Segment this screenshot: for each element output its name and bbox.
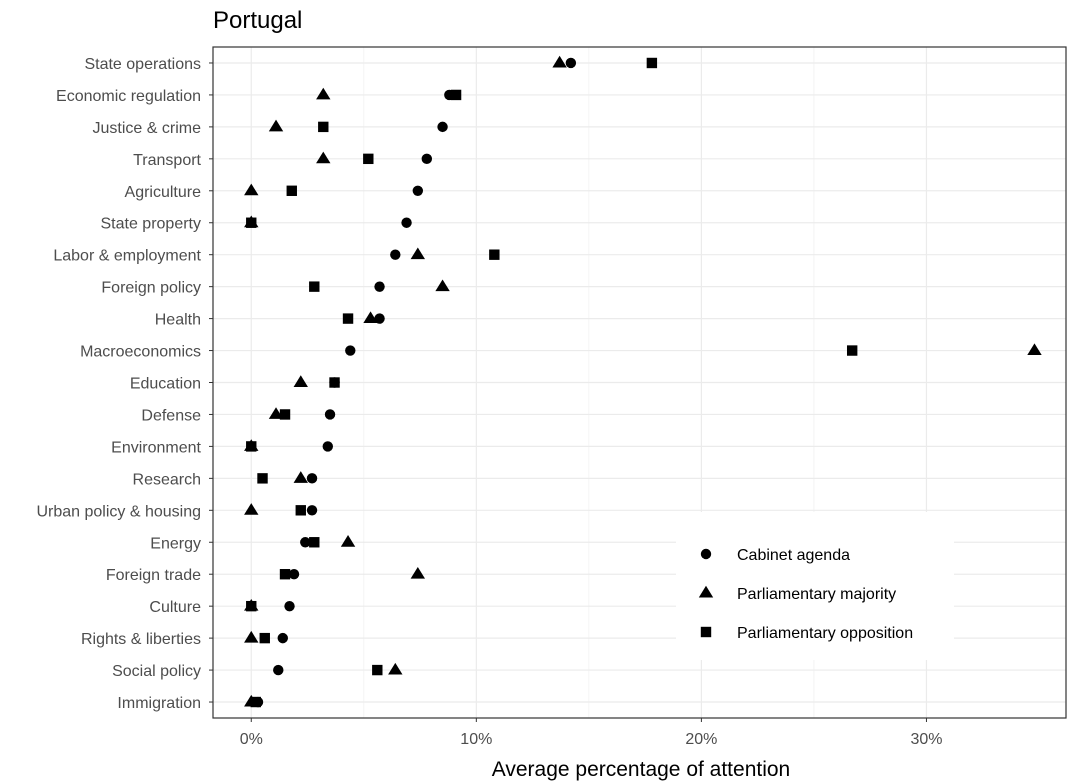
point-circle <box>324 409 336 420</box>
point-square <box>329 377 340 388</box>
point-square <box>246 217 257 228</box>
point-triangle <box>244 503 259 515</box>
point-square <box>246 441 257 452</box>
y-tick-label: Rights & liberties <box>81 631 201 648</box>
y-tick-label: Defense <box>141 407 201 424</box>
point-square <box>295 505 306 516</box>
x-axis-label: Average percentage of attention <box>492 758 791 781</box>
point-triangle <box>268 119 284 132</box>
y-tick-label: Foreign trade <box>106 567 201 584</box>
point-circle <box>345 345 356 356</box>
point-square <box>342 313 354 324</box>
legend-label: Parliamentary opposition <box>737 625 913 642</box>
y-tick-label: Agriculture <box>125 184 202 201</box>
legend: Cabinet agenda Parliamentary majority Parl… <box>676 512 954 660</box>
legend-key-circle <box>700 548 712 560</box>
point-circle <box>277 632 288 644</box>
legend-label: Parliamentary majority <box>737 586 896 603</box>
y-tick-label: Transport <box>133 152 201 169</box>
chart-title: Portugal <box>213 7 302 34</box>
point-circle <box>437 121 448 133</box>
legend-label: Cabinet agenda <box>737 547 850 564</box>
y-tick-label: Foreign policy <box>101 280 201 297</box>
point-square <box>257 473 268 484</box>
y-tick-label: Environment <box>111 439 201 456</box>
y-tick-label: Social policy <box>112 663 201 680</box>
data-points <box>244 55 1042 708</box>
point-triangle <box>410 567 426 579</box>
point-square <box>363 153 374 165</box>
y-tick-label: Labor & employment <box>53 248 201 265</box>
point-square <box>489 249 500 260</box>
x-axis-ticks: 0% 10% 20% 30% <box>240 718 942 748</box>
point-square <box>846 345 858 356</box>
y-tick-label: Energy <box>150 535 201 552</box>
point-triangle <box>316 87 331 100</box>
y-tick-label: State operations <box>84 56 201 73</box>
point-circle <box>306 505 318 516</box>
point-square <box>279 569 291 580</box>
point-circle <box>306 473 318 484</box>
point-triangle <box>244 630 259 643</box>
point-circle <box>300 537 311 548</box>
plot-panel-border <box>212 46 1067 719</box>
y-tick-label: Justice & crime <box>93 120 202 137</box>
point-square <box>318 121 329 133</box>
y-tick-label: Education <box>130 376 201 393</box>
point-square <box>279 409 291 420</box>
point-triangle <box>293 375 308 387</box>
point-circle <box>322 441 333 452</box>
point-circle <box>288 569 300 580</box>
x-tick-label: 0% <box>240 731 263 748</box>
point-square <box>246 600 257 612</box>
point-triangle <box>1027 343 1042 356</box>
point-circle <box>374 281 385 292</box>
point-circle <box>284 600 295 612</box>
point-triangle <box>316 151 331 164</box>
legend-box <box>676 512 954 660</box>
x-tick-label: 30% <box>910 731 942 748</box>
y-tick-label: State property <box>101 216 202 233</box>
y-axis-ticks: State operations Economic regulation Justi… <box>36 56 213 712</box>
y-tick-label: Urban policy & housing <box>36 503 201 520</box>
point-square <box>450 89 462 101</box>
point-square <box>250 696 261 708</box>
point-triangle <box>552 55 567 68</box>
y-tick-label: Culture <box>149 599 201 616</box>
point-square <box>646 57 658 69</box>
point-circle <box>390 249 401 260</box>
point-square <box>286 185 297 196</box>
legend-key-square <box>700 626 712 638</box>
point-triangle <box>435 279 450 292</box>
point-square <box>372 664 383 676</box>
point-square <box>309 281 320 292</box>
x-tick-label: 20% <box>685 731 717 748</box>
point-circle <box>421 153 433 165</box>
point-triangle <box>340 535 356 547</box>
y-tick-label: Immigration <box>117 695 201 712</box>
point-circle <box>412 185 424 196</box>
y-tick-label: Research <box>133 471 201 488</box>
point-triangle <box>268 407 284 419</box>
point-triangle <box>410 247 426 260</box>
point-circle <box>565 57 577 69</box>
point-square <box>259 632 270 644</box>
point-circle <box>374 313 385 324</box>
point-triangle <box>363 311 378 324</box>
y-tick-label: Health <box>155 312 201 329</box>
point-triangle <box>388 662 403 675</box>
point-square <box>309 537 320 548</box>
y-tick-label: Economic regulation <box>56 88 201 105</box>
point-triangle <box>244 183 259 196</box>
point-triangle <box>293 471 308 483</box>
point-circle <box>273 664 284 676</box>
point-circle <box>401 217 412 228</box>
x-tick-label: 10% <box>460 731 492 748</box>
y-tick-label: Macroeconomics <box>80 344 201 361</box>
legend-key-triangle <box>698 585 714 598</box>
